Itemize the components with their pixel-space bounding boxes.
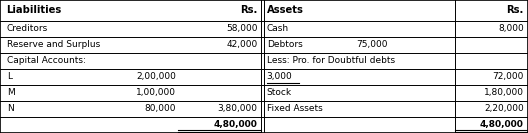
Text: 72,000: 72,000 <box>493 72 524 81</box>
Text: 2,00,000: 2,00,000 <box>136 72 176 81</box>
Text: 58,000: 58,000 <box>226 24 258 33</box>
Text: Rs.: Rs. <box>506 5 524 15</box>
Text: Creditors: Creditors <box>7 24 48 33</box>
Text: 80,000: 80,000 <box>144 104 176 113</box>
Text: 1,00,000: 1,00,000 <box>136 88 176 97</box>
Text: 8,000: 8,000 <box>498 24 524 33</box>
Text: 3,000: 3,000 <box>267 72 293 81</box>
Text: Less: Pro. for Doubtful debts: Less: Pro. for Doubtful debts <box>267 56 395 65</box>
Text: N: N <box>7 104 14 113</box>
Text: 2,20,000: 2,20,000 <box>484 104 524 113</box>
Text: Stock: Stock <box>267 88 292 97</box>
Text: 42,000: 42,000 <box>227 40 258 49</box>
Text: 3,80,000: 3,80,000 <box>218 104 258 113</box>
Text: Rs.: Rs. <box>240 5 258 15</box>
Text: Liabilities: Liabilities <box>6 5 61 15</box>
Text: Assets: Assets <box>267 5 304 15</box>
Text: Debtors: Debtors <box>267 40 303 49</box>
Text: Reserve and Surplus: Reserve and Surplus <box>7 40 100 49</box>
Text: Cash: Cash <box>267 24 289 33</box>
Text: 4,80,000: 4,80,000 <box>480 120 524 129</box>
Text: 4,80,000: 4,80,000 <box>214 120 258 129</box>
Text: 75,000: 75,000 <box>356 40 388 49</box>
Text: Fixed Assets: Fixed Assets <box>267 104 323 113</box>
Text: 1,80,000: 1,80,000 <box>484 88 524 97</box>
Text: M: M <box>7 88 15 97</box>
Text: L: L <box>7 72 12 81</box>
Text: Capital Accounts:: Capital Accounts: <box>7 56 86 65</box>
